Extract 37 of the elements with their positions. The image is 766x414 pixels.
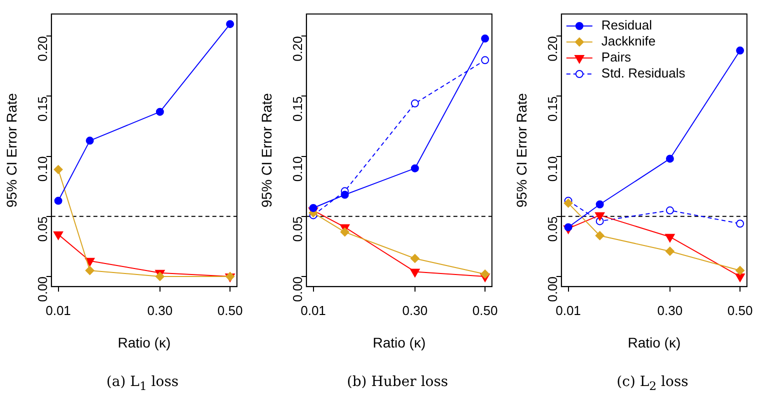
- y-tick-label: 0.05: [290, 216, 305, 242]
- x-tick-label: 0.50: [472, 302, 498, 318]
- y-axis-title: 95% CI Error Rate: [258, 92, 274, 208]
- y-tick-label: 0.15: [34, 96, 50, 122]
- text: (a) L$_{1}$ loss: [105, 374, 180, 393]
- x-tick-label: 0.01: [46, 302, 71, 318]
- y-tick-label: 0.00: [34, 276, 50, 302]
- x-axis-title: Ratio (κ): [628, 334, 681, 350]
- y-tick-label: 0.15: [290, 96, 305, 122]
- y-tick-label: 0.10: [290, 156, 305, 182]
- x-tick-label: 0.30: [657, 302, 683, 318]
- x-tick-label: 0.01: [300, 302, 326, 318]
- y-tick-label: 0.15: [544, 96, 560, 122]
- y-tick-label: 0.10: [544, 156, 560, 182]
- x-axis-title: Ratio (κ): [372, 334, 426, 350]
- text: (b) Huber loss: [346, 374, 450, 390]
- y-axis-title: 95% CI Error Rate: [3, 92, 20, 208]
- legend-label: Jackknife: [601, 34, 656, 49]
- y-axis-title: 95% CI Error Rate: [513, 92, 530, 208]
- legend-label: Std. Residuals: [601, 66, 686, 81]
- y-tick-label: 0.20: [544, 36, 560, 62]
- x-tick-label: 0.01: [556, 302, 581, 318]
- legend-label: Pairs: [601, 50, 632, 65]
- x-axis-title: Ratio (κ): [118, 334, 171, 350]
- y-tick-label: 0.20: [34, 36, 50, 62]
- y-tick-label: 0.10: [34, 156, 50, 182]
- y-tick-label: 0.00: [544, 276, 560, 302]
- y-tick-label: 0.05: [544, 216, 560, 242]
- x-tick-label: 0.50: [217, 302, 243, 318]
- y-tick-label: 0.00: [290, 276, 305, 302]
- x-tick-label: 0.50: [727, 302, 753, 318]
- y-tick-label: 0.05: [34, 216, 50, 242]
- x-tick-label: 0.30: [402, 302, 428, 318]
- x-tick-label: 0.30: [147, 302, 173, 318]
- y-tick-label: 0.20: [290, 36, 305, 62]
- legend-label: Residual: [601, 18, 652, 33]
- text: (c) L$_{2}$ loss: [616, 374, 690, 393]
